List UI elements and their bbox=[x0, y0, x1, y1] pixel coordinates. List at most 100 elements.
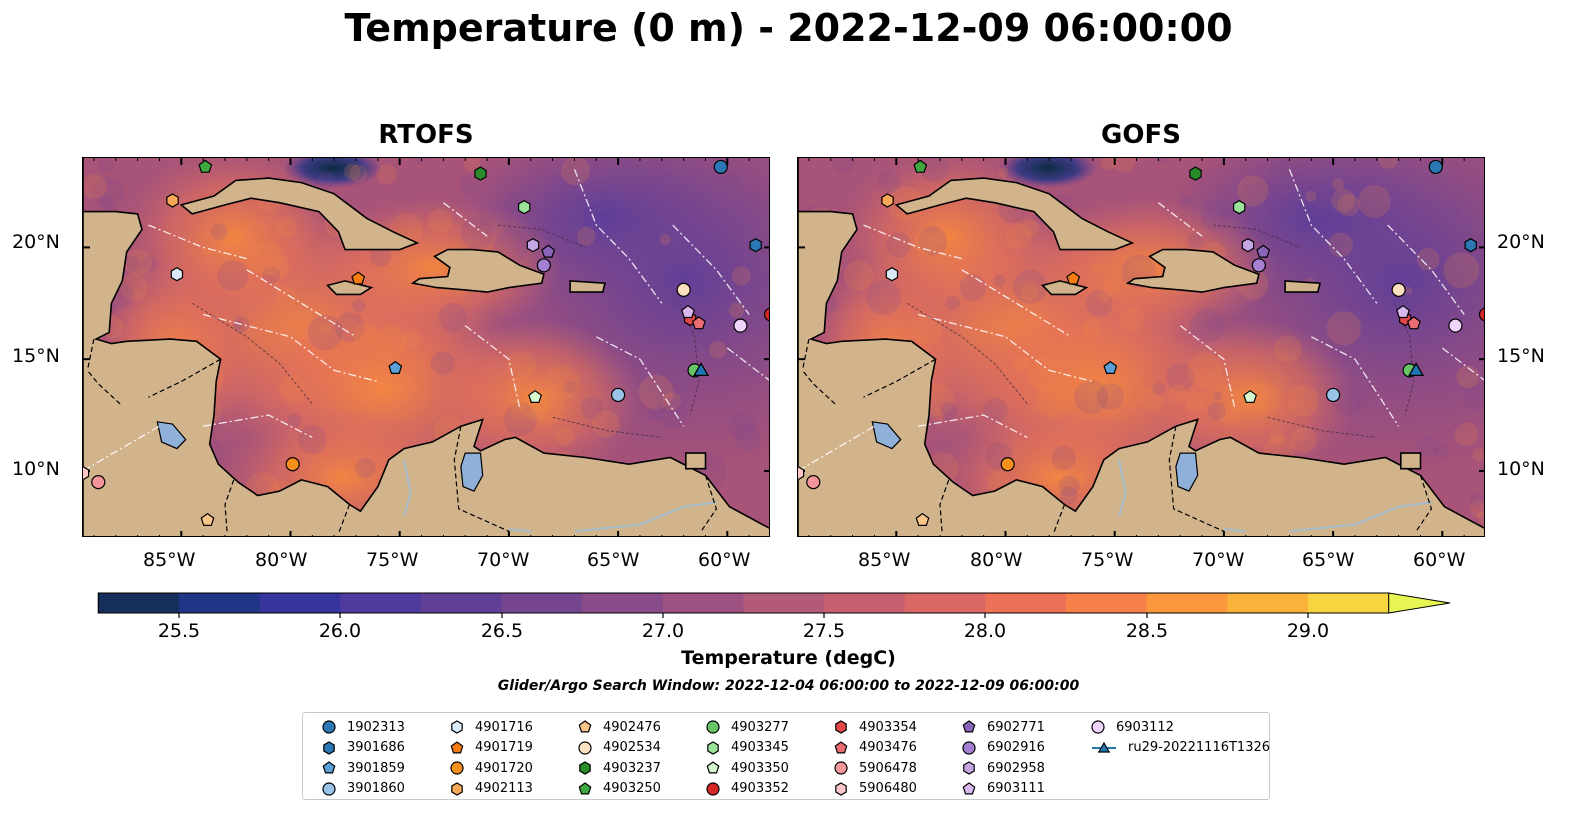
legend-swatch bbox=[450, 741, 464, 754]
search-window-caption: Glider/Argo Search Window: 2022-12-04 06… bbox=[497, 678, 1080, 694]
circle-marker-icon bbox=[962, 741, 976, 755]
float-marker-3901860 bbox=[1326, 387, 1341, 403]
legend-swatch bbox=[707, 741, 719, 755]
x-tick-label: 60°W bbox=[698, 549, 751, 571]
legend-column: 4902476 4902534 4903237 4903250 bbox=[577, 717, 661, 799]
hexagon-marker-icon bbox=[323, 741, 335, 755]
colorbar-segment bbox=[259, 593, 341, 613]
legend-label: 4902534 bbox=[603, 740, 661, 756]
float-marker-6902958 bbox=[1241, 238, 1255, 253]
legend-label: ru29-20221116T1326 bbox=[1128, 740, 1271, 756]
legend: 1902313 3901686 3901859 3901860 4901716 49017… bbox=[302, 712, 1270, 800]
legend-label: 4903350 bbox=[731, 760, 789, 776]
colorbar-segment bbox=[340, 593, 422, 613]
panel-title-gofs: GOFS bbox=[1101, 120, 1181, 150]
legend-swatch bbox=[1097, 741, 1111, 753]
float-marker-4903345 bbox=[1233, 200, 1246, 215]
colorbar-tick-label: 29.0 bbox=[1286, 620, 1330, 642]
legend-swatch bbox=[962, 741, 976, 755]
y-tick-label: 20°N bbox=[1497, 231, 1545, 253]
legend-label: 4902476 bbox=[603, 719, 661, 735]
x-tick-label: 60°W bbox=[1413, 549, 1466, 571]
legend-label: 4903354 bbox=[859, 719, 917, 735]
x-tick-label: 80°W bbox=[970, 549, 1023, 571]
legend-label: 4903237 bbox=[603, 760, 661, 776]
colorbar-segment bbox=[743, 593, 825, 613]
map-canvas bbox=[798, 158, 1484, 536]
legend-swatch bbox=[579, 761, 591, 775]
legend-label: 4902113 bbox=[475, 781, 533, 797]
float-marker-5906480 bbox=[83, 466, 90, 481]
float-marker-6902771 bbox=[541, 244, 556, 258]
float-marker-4903350 bbox=[1243, 389, 1258, 403]
x-tick-label: 80°W bbox=[255, 549, 308, 571]
legend-item: 6903111 bbox=[961, 779, 1045, 800]
x-tick-label: 85°W bbox=[143, 549, 196, 571]
y-tick-label: 10°N bbox=[1497, 458, 1545, 480]
legend-swatch bbox=[451, 782, 463, 796]
colorbar-segment bbox=[824, 593, 906, 613]
legend-item: 4903250 bbox=[577, 779, 661, 800]
legend-label: 4903352 bbox=[731, 781, 789, 797]
float-marker-6902916 bbox=[536, 258, 551, 273]
colorbar-tick-label: 28.0 bbox=[963, 620, 1007, 642]
legend-label: 5906478 bbox=[859, 760, 917, 776]
glider-track-icon bbox=[1092, 741, 1116, 753]
legend-swatch bbox=[322, 761, 336, 774]
legend-label: 6902958 bbox=[987, 760, 1045, 776]
legend-label: 4903345 bbox=[731, 740, 789, 756]
float-marker-6903111 bbox=[1396, 304, 1410, 319]
float-marker-5906478 bbox=[91, 475, 106, 490]
legend-label: 5906480 bbox=[859, 781, 917, 797]
legend-item: 1902313 bbox=[321, 717, 405, 738]
float-marker-4901720 bbox=[1000, 457, 1015, 472]
legend-label: 6902916 bbox=[987, 740, 1045, 756]
float-marker-4901716 bbox=[170, 267, 184, 282]
legend-label: 1902313 bbox=[347, 719, 405, 735]
pentagon-marker-icon bbox=[706, 761, 720, 774]
float-marker-4901716 bbox=[885, 267, 899, 282]
legend-label: 4901716 bbox=[475, 719, 533, 735]
legend-item: 4901719 bbox=[449, 738, 533, 759]
circle-marker-icon bbox=[450, 761, 464, 775]
float-marker-4903345 bbox=[518, 200, 531, 215]
x-tick-label: 85°W bbox=[858, 549, 911, 571]
legend-label: 6903111 bbox=[987, 781, 1045, 797]
legend-swatch bbox=[323, 741, 335, 755]
legend-label: 4903476 bbox=[859, 740, 917, 756]
legend-item: 4902476 bbox=[577, 717, 661, 738]
map-canvas bbox=[83, 158, 769, 536]
colorbar-segment bbox=[420, 593, 503, 613]
pentagon-marker-icon bbox=[322, 761, 336, 774]
float-marker-4903237 bbox=[1189, 166, 1202, 181]
legend-item: 3901686 bbox=[321, 738, 405, 759]
rtofs-map[interactable] bbox=[82, 157, 770, 537]
pentagon-marker-icon bbox=[578, 720, 592, 733]
legend-swatch bbox=[451, 720, 463, 734]
colorbar-tick-label: 28.5 bbox=[1125, 620, 1169, 642]
legend-swatch bbox=[706, 782, 720, 796]
legend-swatch bbox=[578, 720, 592, 733]
float-marker-1902313 bbox=[1428, 159, 1443, 175]
gofs-map[interactable] bbox=[797, 157, 1485, 537]
legend-column: 4903354 4903476 5906478 5906480 bbox=[833, 717, 917, 799]
float-marker-6902958 bbox=[526, 238, 540, 253]
float-marker-3901859 bbox=[1103, 360, 1118, 374]
circle-marker-icon bbox=[1091, 720, 1105, 734]
legend-swatch bbox=[835, 782, 847, 796]
legend-item: 5906480 bbox=[833, 779, 917, 800]
legend-label: 6903112 bbox=[1116, 719, 1174, 735]
legend-item: 4903354 bbox=[833, 717, 917, 738]
hexagon-marker-icon bbox=[835, 720, 847, 734]
pentagon-marker-icon bbox=[962, 720, 976, 733]
colorbar-segment bbox=[98, 593, 180, 613]
float-marker-3901860 bbox=[611, 387, 626, 403]
hexagon-marker-icon bbox=[579, 761, 591, 775]
x-tick-label: 70°W bbox=[1192, 549, 1245, 571]
legend-swatch bbox=[706, 720, 720, 734]
colorbar bbox=[97, 592, 1451, 618]
legend-item: ru29-20221116T1326 bbox=[1090, 738, 1270, 759]
x-tick-label: 75°W bbox=[1081, 549, 1134, 571]
legend-swatch bbox=[322, 720, 336, 734]
colorbar-segment bbox=[1227, 593, 1309, 613]
